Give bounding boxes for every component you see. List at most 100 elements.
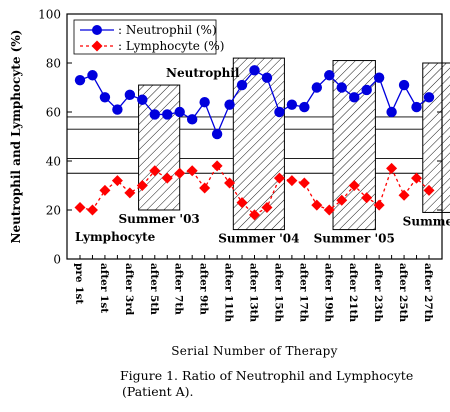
- x-tick-label-text-15: after 29th: [447, 263, 450, 323]
- x-tick-label-8: after 15th: [272, 263, 284, 323]
- x-tick-label-2: after 3rd: [123, 263, 135, 316]
- point-lymphocyte-7: [161, 172, 173, 184]
- x-tick-label-text-7: after 13th: [248, 263, 260, 323]
- point-neutrophil-2: [99, 92, 111, 103]
- point-lymphocyte-15: [261, 202, 273, 214]
- point-neutrophil-12: [224, 99, 235, 110]
- point-lymphocyte-0: [74, 202, 86, 214]
- point-neutrophil-27: [411, 101, 422, 113]
- point-neutrophil-11: [211, 128, 223, 140]
- point-neutrophil-18: [299, 101, 310, 113]
- x-tick-label-11: after 21th: [347, 263, 359, 323]
- series-layer: [74, 65, 435, 221]
- figure-caption: Figure 1. Ratio of Neutrophil and Lympho…: [120, 368, 413, 400]
- x-tick-label-1: after 1st: [98, 263, 110, 313]
- point-lymphocyte-24: [373, 199, 385, 211]
- point-lymphocyte-11: [211, 160, 223, 172]
- point-lymphocyte-27: [411, 172, 423, 184]
- x-tick-label-6: after 11th: [223, 263, 235, 323]
- point-lymphocyte-21: [336, 194, 348, 206]
- x-tick-label-text-6: after 11th: [223, 263, 235, 323]
- period-label-3: Summer '06: [403, 214, 450, 228]
- point-neutrophil-6: [149, 109, 160, 120]
- point-lymphocyte-13: [236, 197, 248, 209]
- point-neutrophil-10: [199, 97, 210, 108]
- point-neutrophil-3: [112, 104, 123, 115]
- legend-marker-1: [91, 40, 103, 52]
- point-neutrophil-26: [398, 79, 410, 91]
- x-tick-label-12: after 23th: [372, 263, 384, 323]
- point-neutrophil-17: [286, 99, 298, 110]
- x-tick-label-text-12: after 23th: [372, 263, 384, 323]
- x-tick-label-10: after 19th: [322, 263, 334, 323]
- point-neutrophil-24: [373, 72, 385, 83]
- point-neutrophil-22: [349, 92, 360, 103]
- point-neutrophil-4: [124, 89, 136, 101]
- point-neutrophil-0: [74, 74, 86, 86]
- point-lymphocyte-4: [124, 187, 136, 199]
- point-neutrophil-19: [311, 82, 323, 93]
- point-neutrophil-20: [324, 70, 335, 81]
- legend-marker-0: [92, 25, 102, 35]
- x-tick-label-text-2: after 3rd: [123, 263, 135, 316]
- point-neutrophil-14: [249, 65, 260, 76]
- x-tick-label-text-13: after 25th: [397, 263, 409, 323]
- x-tick-label-text-0: pre 1st: [73, 263, 85, 304]
- y-tick-label-3: 60: [46, 106, 61, 120]
- legend-label-1: : Lymphocyte (%): [118, 39, 224, 53]
- point-lymphocyte-5: [136, 180, 148, 191]
- point-lymphocyte-25: [386, 162, 398, 174]
- point-lymphocyte-6: [149, 165, 161, 177]
- period-label-0: Summer '03: [118, 212, 199, 226]
- x-tick-label-text-3: after 5th: [148, 263, 160, 315]
- caption-line-1: Figure 1. Ratio of Neutrophil and Lympho…: [120, 368, 414, 383]
- point-lymphocyte-23: [361, 192, 373, 204]
- x-tick-label-14: after 27th: [422, 263, 434, 323]
- series-neutrophil: [74, 65, 435, 140]
- point-neutrophil-28: [423, 92, 435, 103]
- point-lymphocyte-12: [224, 177, 236, 189]
- labels: Neutrophil Lymphocyte: [75, 66, 240, 244]
- y-tick-label-4: 80: [46, 57, 61, 71]
- x-tick-label-text-4: after 7th: [173, 263, 185, 315]
- legend: : Neutrophil (%) : Lymphocyte (%): [73, 19, 224, 55]
- caption-line-2: (Patient A).: [122, 384, 194, 399]
- y-tick-label-5: 100: [38, 8, 61, 22]
- point-neutrophil-16: [274, 106, 285, 118]
- y-tick-label-2: 40: [46, 155, 61, 169]
- point-lymphocyte-2: [99, 184, 111, 196]
- point-lymphocyte-10: [199, 182, 211, 194]
- point-neutrophil-13: [236, 79, 248, 91]
- legend-label-0: : Neutrophil (%): [118, 23, 217, 37]
- y-tick-label-1: 20: [46, 204, 61, 218]
- point-neutrophil-23: [361, 84, 372, 96]
- x-tick-label-text-9: after 17th: [297, 263, 309, 323]
- x-tick-label-text-5: after 9th: [198, 263, 210, 315]
- y-tick-label-0: 0: [53, 253, 61, 267]
- point-lymphocyte-3: [111, 175, 123, 187]
- point-lymphocyte-22: [348, 180, 360, 191]
- point-lymphocyte-16: [273, 172, 285, 184]
- neutrophil-annotation: Neutrophil: [166, 66, 240, 80]
- point-lymphocyte-26: [398, 189, 410, 201]
- period-label-1: Summer '04: [218, 232, 299, 246]
- x-tick-label-13: after 25th: [397, 263, 409, 323]
- series-lymphocyte: [74, 160, 435, 221]
- x-axis-title: Serial Number of Therapy: [171, 344, 338, 358]
- period-label-2: Summer '05: [314, 232, 395, 246]
- point-neutrophil-15: [261, 72, 273, 83]
- point-neutrophil-25: [386, 106, 397, 118]
- point-neutrophil-1: [87, 70, 98, 81]
- x-tick-label-3: after 5th: [148, 263, 160, 315]
- point-neutrophil-8: [174, 106, 185, 118]
- point-lymphocyte-18: [298, 177, 310, 189]
- axes: 0 20 40 60 80 100 pre 1st after 1st after 3rd aft…: [9, 8, 450, 359]
- point-neutrophil-5: [137, 94, 148, 105]
- x-tick-label-text-8: after 15th: [272, 263, 284, 323]
- point-lymphocyte-14: [249, 209, 260, 221]
- point-lymphocyte-17: [286, 175, 298, 187]
- point-lymphocyte-9: [186, 165, 198, 177]
- point-lymphocyte-28: [423, 184, 435, 196]
- y-axis-title: Neutrophil and Lymphocyte (%): [9, 30, 23, 244]
